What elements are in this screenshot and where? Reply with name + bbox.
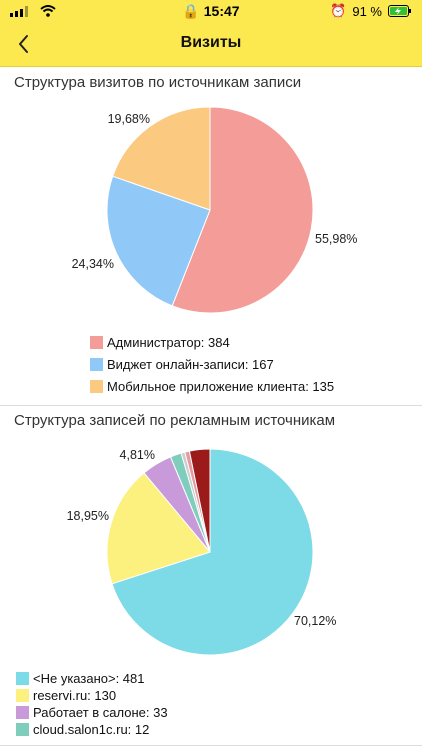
section-divider [0,405,422,406]
status-time: 15:47 [203,3,240,19]
slice-label: 4,81% [120,448,155,462]
slice-label: 70,12% [294,614,336,628]
pie-slice [171,106,314,314]
alarm-icon: ⏰ [330,3,347,18]
chart1-title: Структура визитов по источникам записи [14,74,302,91]
chart1-pie: 55,98% 24,34% 19,68% [72,106,357,314]
battery-charging-icon [388,5,411,17]
legend-item: Мобильное приложение клиента: 135 [90,375,334,397]
legend-label: reservi.ru: 130 [33,688,117,703]
chart1-legend: Администратор: 384 Виджет онлайн-записи:… [90,331,334,397]
pie-slice [111,448,314,656]
chevron-left-icon [19,35,28,53]
legend-swatch [16,689,29,702]
slice-label: 24,34% [72,257,114,271]
chart2-title: Структура записей по рекламным источника… [14,412,336,429]
legend-swatch [90,357,103,371]
legend-label: Работает в салоне: 33 [33,705,168,720]
status-bar: 🔒 15:47 ⏰ 91 % [0,0,422,22]
slice-label: 19,68% [108,112,150,126]
legend-item: cloud.salon1c.ru: 12 [16,721,168,738]
legend-swatch [90,379,103,393]
legend-label: cloud.salon1c.ru: 12 [33,722,150,737]
slice-label: 18,95% [67,509,109,523]
pie-slice [106,472,211,585]
page-title: Визиты [180,34,242,51]
battery-percent: 91 % [352,3,382,19]
legend-item: <Не указано>: 481 [16,670,168,687]
pie-slice [106,175,211,307]
legend-label: Администратор: 384 [107,334,230,350]
legend-item: Виджет онлайн-записи: 167 [90,353,334,375]
legend-item: reservi.ru: 130 [16,687,168,704]
slice-label: 55,98% [315,232,357,246]
back-button[interactable] [12,32,36,56]
legend-item: Работает в салоне: 33 [16,704,168,721]
legend-item: Администратор: 384 [90,331,334,353]
wifi-icon [40,5,56,17]
lock-icon: 🔒 [182,3,200,19]
legend-swatch [16,706,29,719]
section-divider [0,745,422,746]
chart2-legend: <Не указано>: 481 reservi.ru: 130 Работа… [16,670,168,738]
chart2-pie: 70,12% 18,95% 4,81% [67,448,336,656]
signal-icon [10,5,28,17]
legend-label: Виджет онлайн-записи: 167 [107,356,274,372]
pie-slice [112,106,211,211]
legend-label: <Не указано>: 481 [33,671,145,686]
pie-slice [188,448,211,553]
legend-swatch [16,672,29,685]
legend-label: Мобильное приложение клиента: 135 [107,378,335,394]
nav-bar: Визиты [0,22,422,67]
legend-swatch [90,335,103,349]
legend-swatch [16,723,29,736]
